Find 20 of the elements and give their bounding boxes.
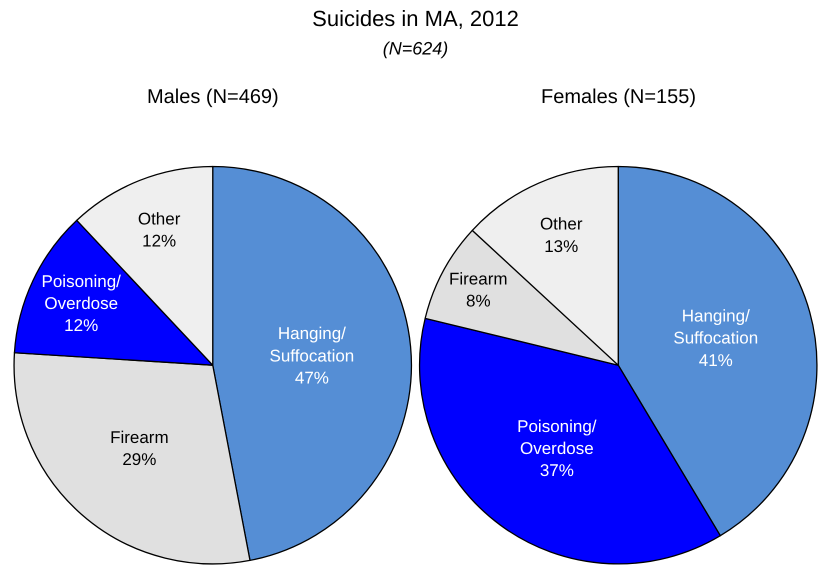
chart-title: Males (N=469) [147,86,279,108]
slice-label: Other [138,210,181,229]
data-label: 12% [142,232,176,251]
data-label: 29% [122,450,156,470]
text: Suicides in MA, 2012 [312,6,519,32]
slice-label: Hanging/ Suffocation [673,306,758,348]
data-label: 12% [64,316,98,335]
data-label: 13% [544,236,578,256]
data-label: 37% [540,461,574,480]
data-label: 8% [466,292,491,311]
data-label: 47% [294,368,329,388]
text: (N=624) [382,38,448,59]
slice-label: Poisoning/ Overdose [517,416,597,458]
slice-label: Hanging/ Suffocation [269,324,354,366]
slice-label: Other [540,214,583,234]
slice-label: Firearm [110,428,169,447]
chart-title: Females (N=155) [541,86,696,108]
slice-label: Firearm [448,270,508,289]
slice-label: Poisoning/ Overdose [42,272,122,313]
data-label: 41% [698,350,733,370]
